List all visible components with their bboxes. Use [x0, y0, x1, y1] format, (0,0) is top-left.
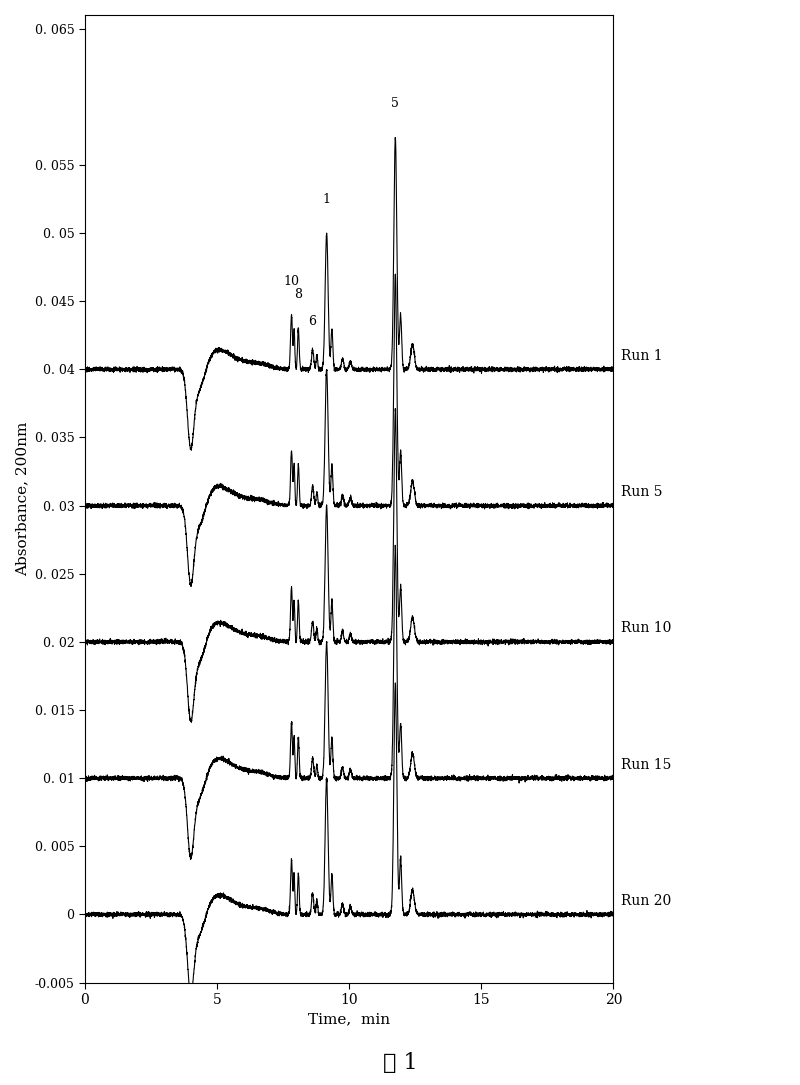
Text: 8: 8 [294, 289, 302, 302]
Text: 10: 10 [283, 275, 299, 288]
Text: 5: 5 [391, 98, 399, 111]
X-axis label: Time,  min: Time, min [308, 1012, 390, 1026]
Text: Run 1: Run 1 [622, 348, 663, 362]
Text: Run 20: Run 20 [622, 894, 671, 908]
Text: 1: 1 [322, 193, 330, 206]
Text: Run 15: Run 15 [622, 757, 672, 771]
Text: Run 5: Run 5 [622, 485, 662, 499]
Text: 图 1: 图 1 [382, 1051, 418, 1074]
Y-axis label: Absorbance, 200nm: Absorbance, 200nm [15, 422, 29, 576]
Text: 6: 6 [309, 316, 317, 329]
Text: Run 10: Run 10 [622, 622, 672, 636]
